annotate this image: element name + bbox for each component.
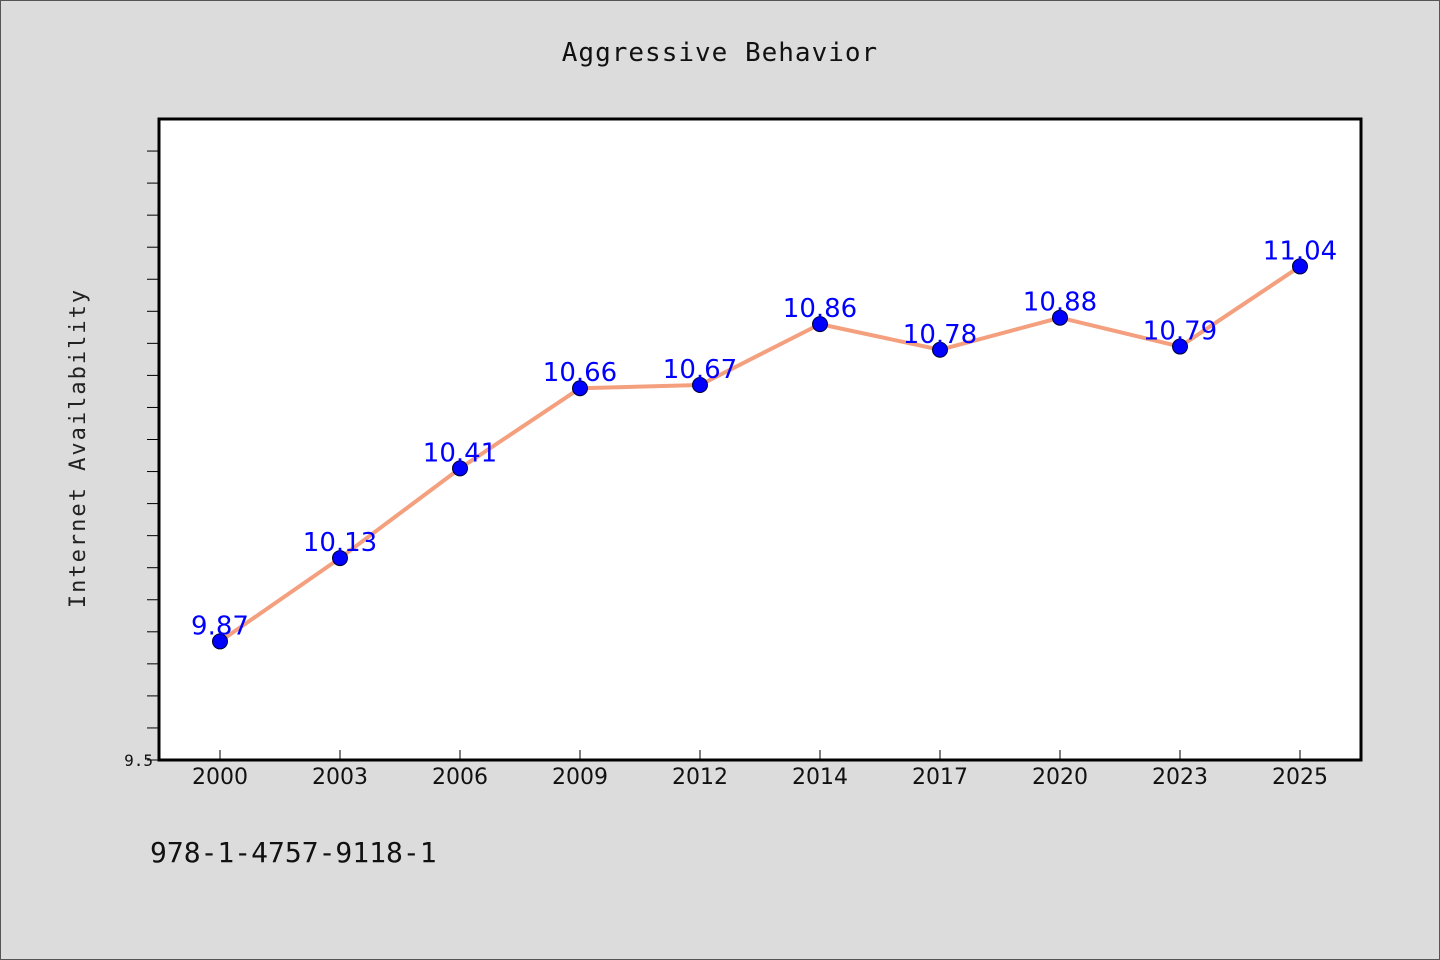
x-tick-label: 2025 — [1272, 765, 1328, 790]
data-label: 11.04 — [1263, 236, 1337, 266]
data-label: 9.87 — [191, 611, 249, 641]
data-label: 10.88 — [1023, 288, 1097, 318]
x-tick-label: 2006 — [432, 765, 488, 790]
series-layer: 9.87 10.13 10.41 10.66 10.67 10.86 10.78 10.88 1… — [191, 236, 1337, 650]
data-point-marker — [812, 316, 828, 333]
data-point-marker — [452, 460, 468, 477]
data-label: 10.41 — [423, 438, 497, 468]
data-point-marker — [932, 341, 948, 358]
data-point-marker — [1052, 309, 1068, 326]
x-tick-label: 2017 — [912, 765, 968, 790]
data-point-marker — [1172, 338, 1188, 355]
y-tick-label: 9.5 — [124, 751, 153, 770]
x-axis-ticks: 2000 2003 2006 2009 2012 2014 2017 2020 2023 2025 — [192, 750, 1328, 790]
x-tick-label: 2009 — [552, 765, 608, 790]
x-tick-label: 2023 — [1152, 765, 1208, 790]
x-tick-label: 2000 — [192, 765, 248, 790]
isbn-footer: 978-1-4757-9118-1 — [150, 836, 437, 869]
chart-title: Aggressive Behavior — [562, 38, 878, 68]
x-tick-label: 2003 — [312, 765, 368, 790]
y-axis-ticks — [147, 150, 159, 761]
data-label: 10.13 — [303, 528, 377, 558]
plot-area — [157, 117, 1363, 762]
data-point-marker — [692, 377, 708, 394]
data-label: 10.86 — [783, 294, 857, 324]
data-label: 10.78 — [903, 320, 977, 350]
data-label: 10.67 — [663, 355, 737, 385]
data-point-marker — [572, 380, 588, 397]
data-label: 10.66 — [543, 358, 617, 388]
x-tick-label: 2014 — [792, 765, 848, 790]
x-tick-label: 2012 — [672, 765, 728, 790]
series-line — [218, 264, 1302, 644]
y-axis-label: Internet Availability — [66, 288, 91, 608]
data-point-marker — [212, 633, 228, 650]
x-tick-label: 2020 — [1032, 765, 1088, 790]
data-point-marker — [332, 550, 348, 567]
data-point-marker — [1292, 258, 1308, 275]
data-label: 10.79 — [1143, 317, 1217, 347]
